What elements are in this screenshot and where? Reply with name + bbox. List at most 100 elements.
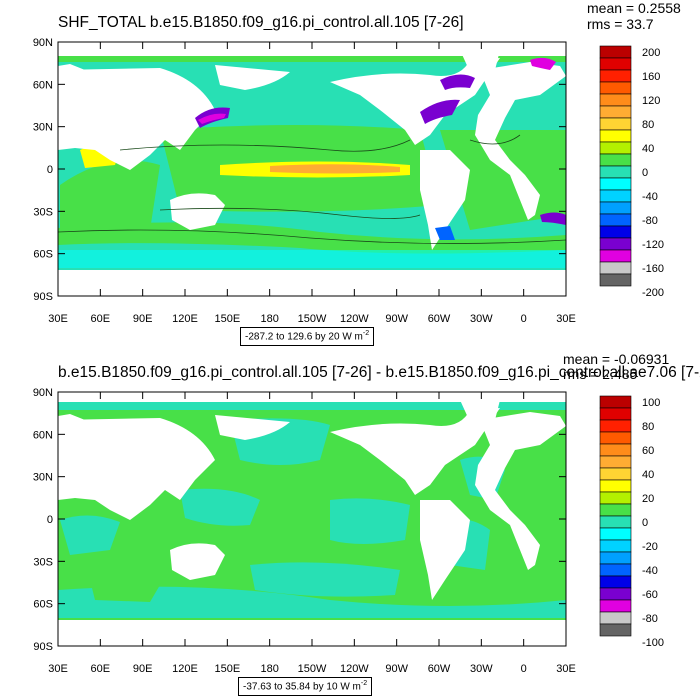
colorbar-label: 120 <box>642 95 660 107</box>
land-south-america <box>420 150 470 250</box>
colorbar-swatch <box>599 395 632 409</box>
lon-label: 30E <box>48 313 68 325</box>
lon-label: 90E <box>133 663 153 675</box>
colorbar-label: 80 <box>642 421 654 433</box>
colorbar-label: -20 <box>642 541 658 553</box>
lon-label: 0 <box>521 663 527 675</box>
colorbar-label: 200 <box>642 47 660 59</box>
lon-label: 120E <box>172 313 198 325</box>
indian-ocean-band <box>60 160 160 230</box>
rms-stat: rms = 33.7 <box>587 16 654 32</box>
land-asia <box>58 68 215 170</box>
contour-line <box>58 229 566 244</box>
southern-ocean-patch <box>58 586 566 618</box>
lat-label: 0 <box>47 164 53 176</box>
lon-label: 150E <box>214 313 240 325</box>
colorbar-swatch <box>599 69 632 83</box>
lon-label: 30W <box>470 663 493 675</box>
colorbar-swatch <box>599 539 632 553</box>
southern-cold-band <box>58 250 566 268</box>
contour-line <box>469 134 521 145</box>
contour-line <box>159 207 421 219</box>
colorbar-label: 0 <box>642 517 648 529</box>
lat-label: 30N <box>33 122 53 134</box>
lat-label: 90N <box>33 387 53 399</box>
colorbar-swatch <box>599 551 632 565</box>
lon-label: 60E <box>91 313 111 325</box>
lon-label: 150W <box>298 663 327 675</box>
lon-label: 30E <box>556 313 576 325</box>
lat-label: 60S <box>33 599 53 611</box>
colorbar-swatch <box>599 105 632 119</box>
lon-label: 120W <box>340 313 369 325</box>
land-europe-africa <box>475 62 566 220</box>
lat-label: 30S <box>33 206 53 218</box>
contour-line <box>119 139 411 152</box>
land-wrap-europe <box>58 64 90 110</box>
colorbar-swatch <box>599 527 632 541</box>
lat-label: 60N <box>33 429 53 441</box>
contour-range-box: -37.63 to 35.84 by 10 W m-2 <box>238 677 373 697</box>
panel-top: SHF_TOTAL b.e15.B1850.f09_g16.pi_control… <box>33 1 681 347</box>
panel-bottom: b.e15.B1850.f09_g16.pi_control.all.105 [… <box>0 350 700 700</box>
mean-stat: mean = -0.06931 <box>563 351 670 367</box>
land-australia <box>170 543 225 580</box>
lon-label: 30E <box>48 663 68 675</box>
lon-label: 0 <box>521 313 527 325</box>
colorbar-label: 40 <box>642 469 654 481</box>
colorbar-label: -120 <box>642 239 664 251</box>
map-field <box>58 392 566 646</box>
land-siberia-east <box>215 415 290 440</box>
land-greenland <box>460 47 500 72</box>
range-unit: W m <box>340 681 361 693</box>
lat-label: 30N <box>33 472 53 484</box>
colorbar-label: -40 <box>642 565 658 577</box>
kuroshio-core <box>198 113 226 124</box>
colorbar-swatch <box>599 45 632 59</box>
colorbar-swatch <box>599 141 632 155</box>
colorbar-label: 160 <box>642 71 660 83</box>
colorbar-label: -160 <box>642 263 664 275</box>
agulhas-current <box>540 212 566 225</box>
colorbar-swatch <box>599 455 632 469</box>
map-plot: 90N 60N 30N 0 30S 60S 90S 30E 60E 90E 120E 150E 180 1… <box>33 37 664 325</box>
colorbar-label: 80 <box>642 119 654 131</box>
colorbar-swatch <box>599 479 632 493</box>
colorbar-label: 20 <box>642 493 654 505</box>
colorbar-swatch <box>599 201 632 215</box>
colorbar-swatch <box>599 57 632 71</box>
colorbar-label: -80 <box>642 215 658 227</box>
land-south-america <box>420 500 470 600</box>
lon-label: 30W <box>470 313 493 325</box>
lon-label: 90W <box>385 313 408 325</box>
colorbar-label: -100 <box>642 637 664 649</box>
panel-title: SHF_TOTAL b.e15.B1850.f09_g16.pi_control… <box>58 14 464 31</box>
lon-label: 60W <box>428 313 451 325</box>
lat-label: 0 <box>47 514 53 526</box>
land-australia <box>170 193 225 230</box>
colorbar-swatch <box>599 273 632 287</box>
range-unit-exponent: -2 <box>360 680 368 687</box>
colorbar-swatch <box>599 177 632 191</box>
colorbar-swatch <box>599 563 632 577</box>
colorbar-swatch <box>599 93 632 107</box>
colorbar-swatch <box>599 189 632 203</box>
lat-label: 60N <box>33 79 53 91</box>
colorbar-swatch <box>599 165 632 179</box>
lon-label: 120E <box>172 663 198 675</box>
norwegian-sea <box>530 57 556 70</box>
lon-label: 150W <box>298 313 327 325</box>
colorbar-swatch <box>599 237 632 251</box>
colorbar-label: 100 <box>642 397 660 409</box>
gulf-stream <box>420 99 460 124</box>
land-siberia-east <box>215 65 290 90</box>
range-text: -37.63 to 35.84 by 10 <box>243 681 338 693</box>
indian-ocean-patch <box>60 515 120 555</box>
colorbar-swatch <box>599 467 632 481</box>
colorbar-label: -80 <box>642 613 658 625</box>
labrador-sea <box>440 74 475 90</box>
colorbar-swatch <box>599 491 632 505</box>
colorbar-label: -40 <box>642 191 658 203</box>
colorbar-swatch <box>599 81 632 95</box>
colorbar-swatch <box>599 599 632 613</box>
